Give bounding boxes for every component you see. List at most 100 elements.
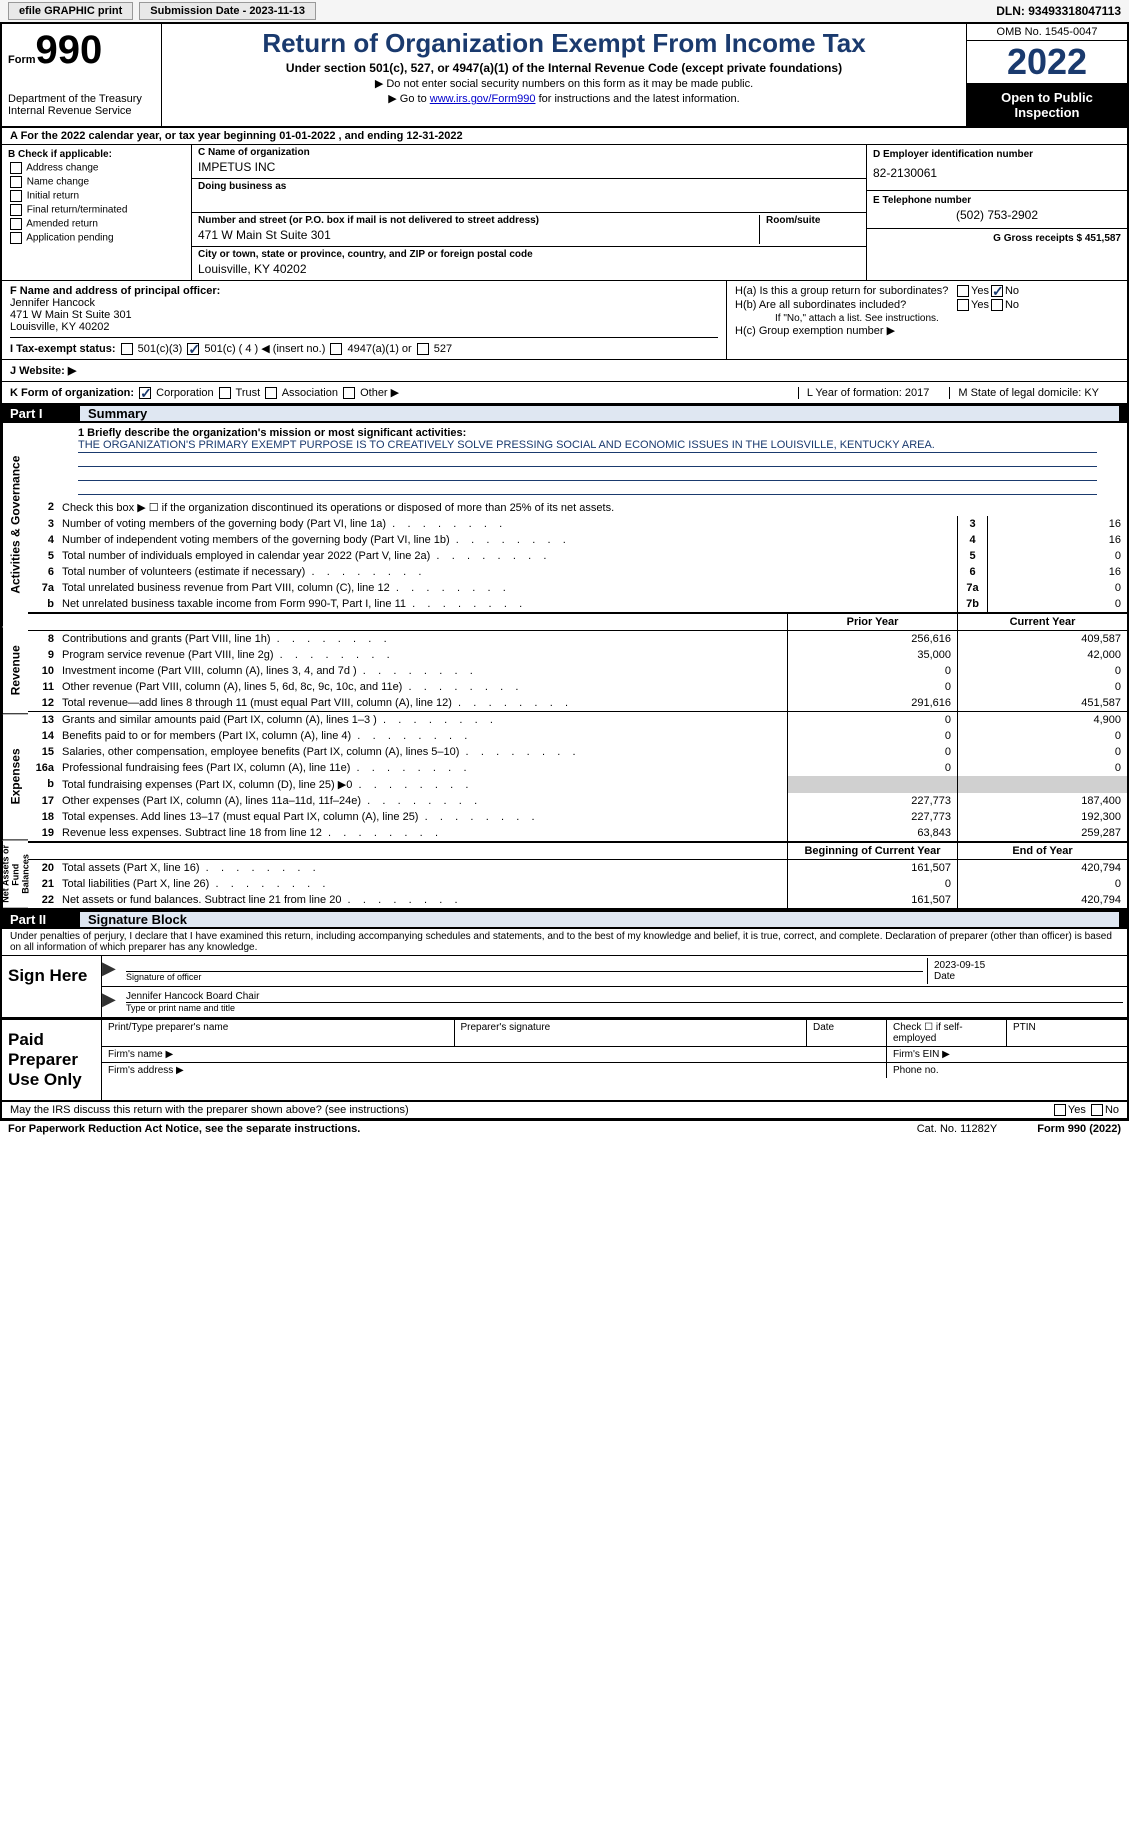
summary-row: 3Number of voting members of the governi… [28, 516, 1127, 532]
city-state-zip: Louisville, KY 40202 [198, 260, 860, 278]
vlabel-netassets: Net Assets or Fund Balances [2, 841, 28, 909]
irs-label: Internal Revenue Service [8, 105, 155, 117]
summary-row: 21Total liabilities (Part X, line 26)00 [28, 876, 1127, 892]
omb-number: OMB No. 1545-0047 [967, 24, 1127, 41]
tax-status-checkbox[interactable] [187, 343, 199, 355]
prior-year-header: Prior Year [787, 614, 957, 630]
section-bcd: B Check if applicable: Address change Na… [0, 145, 1129, 281]
summary-row: 5Total number of individuals employed in… [28, 548, 1127, 564]
vlabel-revenue: Revenue [2, 627, 28, 714]
hb-no-checkbox[interactable] [991, 299, 1003, 311]
preparer-label: Paid Preparer Use Only [2, 1020, 102, 1100]
summary-row: bNet unrelated business taxable income f… [28, 596, 1127, 612]
preparer-block: Paid Preparer Use Only Print/Type prepar… [0, 1019, 1129, 1102]
summary-row: 17Other expenses (Part IX, column (A), l… [28, 793, 1127, 809]
sign-here-label: Sign Here [2, 956, 102, 1017]
current-year-header: Current Year [957, 614, 1127, 630]
ha-yes-checkbox[interactable] [957, 285, 969, 297]
summary-row: 6Total number of volunteers (estimate if… [28, 564, 1127, 580]
calendar-year-row: A For the 2022 calendar year, or tax yea… [0, 128, 1129, 145]
hb-yes-checkbox[interactable] [957, 299, 969, 311]
applicable-checkbox[interactable] [10, 190, 22, 202]
vlabel-governance: Activities & Governance [2, 423, 28, 627]
applicable-checkbox[interactable] [10, 162, 22, 174]
department-label: Department of the Treasury [8, 93, 155, 105]
form-subtitle: Under section 501(c), 527, or 4947(a)(1)… [168, 61, 960, 75]
name-arrow-icon: ▶ [102, 989, 122, 1015]
officer-name: Jennifer Hancock Board Chair [126, 991, 1123, 1002]
vlabel-expenses: Expenses [2, 714, 28, 840]
tax-status-checkbox[interactable] [121, 343, 133, 355]
checkbox-line: Address change [8, 162, 185, 174]
checkbox-line: Initial return [8, 190, 185, 202]
website-row: J Website: ▶ [0, 360, 1129, 382]
applicable-checkbox[interactable] [10, 204, 22, 216]
open-to-public: Open to Public Inspection [967, 84, 1127, 126]
sign-here-block: Sign Here ▶ Signature of officer 2023-09… [0, 955, 1129, 1019]
part2-header: Part II Signature Block [0, 910, 1129, 929]
summary-row: 9Program service revenue (Part VIII, lin… [28, 647, 1127, 663]
part1-header: Part I Summary [0, 404, 1129, 423]
summary-row: 15Salaries, other compensation, employee… [28, 744, 1127, 760]
applicable-checkbox[interactable] [10, 218, 22, 230]
tax-year: 2022 [967, 41, 1127, 84]
efile-print-button[interactable]: efile GRAPHIC print [8, 2, 133, 20]
org-form-checkbox[interactable] [265, 387, 277, 399]
ssn-note: ▶ Do not enter social security numbers o… [168, 77, 960, 90]
signature-date: 2023-09-15 [934, 960, 1121, 971]
beginning-year-header: Beginning of Current Year [787, 843, 957, 859]
applicable-checkbox[interactable] [10, 176, 22, 188]
street-address: 471 W Main St Suite 301 [198, 226, 753, 244]
summary-row: 7aTotal unrelated business revenue from … [28, 580, 1127, 596]
summary-row: 4Number of independent voting members of… [28, 532, 1127, 548]
summary-row: 14Benefits paid to or for members (Part … [28, 728, 1127, 744]
form-number: Form990 [8, 28, 155, 73]
org-form-checkbox[interactable] [343, 387, 355, 399]
irs-link[interactable]: www.irs.gov/Form990 [430, 93, 536, 105]
summary-row: 11Other revenue (Part VIII, column (A), … [28, 679, 1127, 695]
summary-row: 2Check this box ▶ ☐ if the organization … [28, 499, 1127, 516]
summary-row: 20Total assets (Part X, line 16)161,5074… [28, 860, 1127, 876]
summary-row: 16aProfessional fundraising fees (Part I… [28, 760, 1127, 776]
discuss-no-checkbox[interactable] [1091, 1104, 1103, 1116]
gross-receipts: G Gross receipts $ 451,587 [873, 233, 1121, 244]
summary-row: 19Revenue less expenses. Subtract line 1… [28, 825, 1127, 841]
bottom-note: For Paperwork Reduction Act Notice, see … [0, 1119, 1129, 1137]
org-form-checkbox[interactable] [219, 387, 231, 399]
part1-body: Activities & Governance Revenue Expenses… [0, 423, 1129, 910]
org-form-checkbox[interactable] [139, 387, 151, 399]
top-toolbar: efile GRAPHIC print Submission Date - 20… [0, 0, 1129, 24]
principal-officer: F Name and address of principal officer:… [2, 281, 727, 359]
summary-row: 12Total revenue—add lines 8 through 11 (… [28, 695, 1127, 711]
summary-row: 8Contributions and grants (Part VIII, li… [28, 631, 1127, 647]
group-return: H(a) Is this a group return for subordin… [727, 281, 1127, 359]
summary-row: 22Net assets or fund balances. Subtract … [28, 892, 1127, 908]
summary-row: 13Grants and similar amounts paid (Part … [28, 712, 1127, 728]
submission-date-button[interactable]: Submission Date - 2023-11-13 [139, 2, 316, 20]
discuss-yes-checkbox[interactable] [1054, 1104, 1066, 1116]
mission-text: THE ORGANIZATION'S PRIMARY EXEMPT PURPOS… [78, 439, 1097, 453]
dln-label: DLN: 93493318047113 [996, 4, 1121, 18]
tax-status-checkbox[interactable] [330, 343, 342, 355]
year-formation: L Year of formation: 2017 [798, 387, 930, 399]
summary-row: bTotal fundraising expenses (Part IX, co… [28, 776, 1127, 793]
form-header: Form990 Department of the Treasury Inter… [0, 24, 1129, 128]
tax-status-checkbox[interactable] [417, 343, 429, 355]
summary-row: 18Total expenses. Add lines 13–17 (must … [28, 809, 1127, 825]
mission-intro: 1 Briefly describe the organization's mi… [78, 427, 1097, 439]
section-fh: F Name and address of principal officer:… [0, 281, 1129, 360]
website-note: ▶ Go to www.irs.gov/Form990 for instruct… [168, 92, 960, 105]
form-of-org-row: K Form of organization: Corporation Trus… [0, 382, 1129, 404]
discuss-row: May the IRS discuss this return with the… [0, 1102, 1129, 1119]
org-name: IMPETUS INC [198, 158, 860, 176]
form-title: Return of Organization Exempt From Incom… [168, 28, 960, 59]
column-d: D Employer identification number 82-2130… [867, 145, 1127, 280]
checkbox-line: Name change [8, 176, 185, 188]
checkbox-line: Amended return [8, 218, 185, 230]
applicable-checkbox[interactable] [10, 232, 22, 244]
column-c: C Name of organization IMPETUS INC Doing… [192, 145, 867, 280]
ha-no-checkbox[interactable] [991, 285, 1003, 297]
checkbox-line: Final return/terminated [8, 204, 185, 216]
signature-arrow-icon: ▶ [102, 958, 122, 984]
summary-row: 10Investment income (Part VIII, column (… [28, 663, 1127, 679]
